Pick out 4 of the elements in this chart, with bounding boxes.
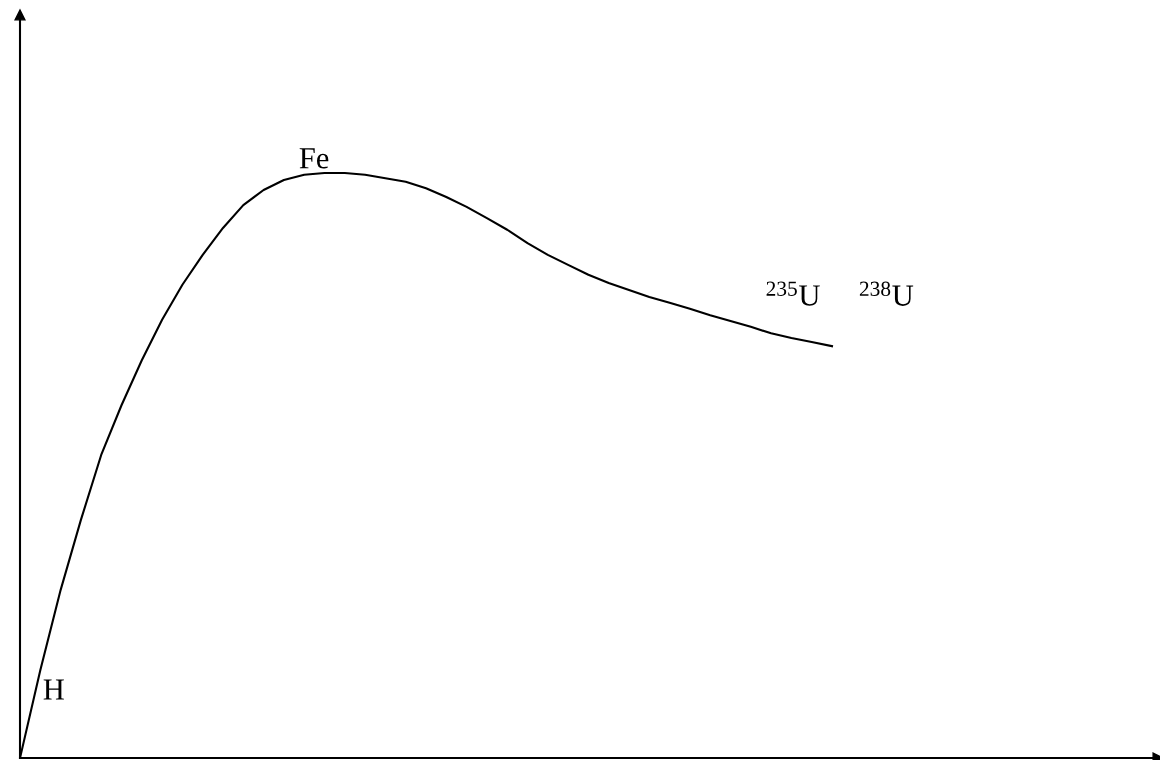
annotation: $^{235}$U <box>766 281 820 306</box>
text: $^{238}$U <box>859 281 914 306</box>
text: Fe <box>299 148 329 169</box>
annotation: H <box>43 679 64 700</box>
